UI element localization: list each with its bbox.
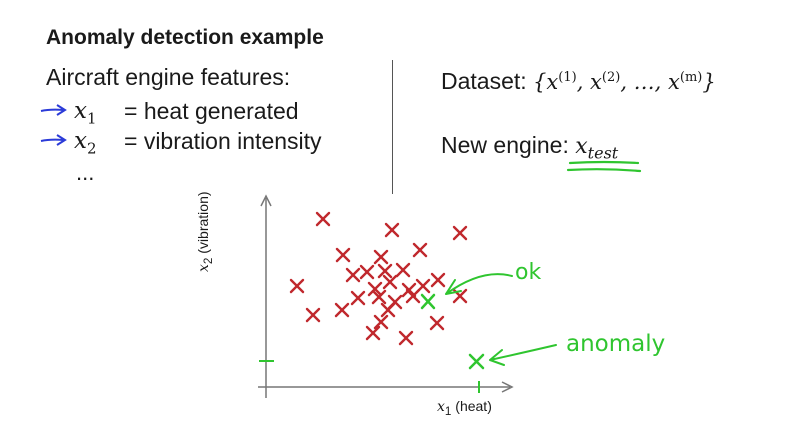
y-axis-label: x2 (vibration)	[195, 191, 215, 272]
data-markers	[289, 211, 468, 346]
anomaly-arrow	[489, 344, 557, 366]
new-engine-var: xtest	[575, 134, 619, 163]
dataset-label: Dataset:	[441, 68, 527, 94]
data-point-marker	[401, 282, 417, 298]
feature-var-1: x1	[74, 98, 97, 128]
data-point-marker	[377, 263, 393, 279]
feature-desc-1: = heat generated	[124, 98, 299, 124]
new-engine-line: New engine: xtest	[441, 132, 618, 162]
feature-var-2: x2	[74, 128, 97, 158]
anomaly-annotation: anomaly	[566, 331, 666, 357]
anomaly-point	[468, 353, 485, 370]
data-point-marker	[412, 242, 428, 258]
ok-annotation: ok	[515, 260, 542, 285]
data-point-marker	[365, 325, 381, 341]
ok-arrow	[445, 273, 513, 295]
slide-title: Anomaly detection example	[46, 26, 324, 49]
data-point-marker	[382, 274, 398, 290]
feature-desc-2: = vibration intensity	[124, 128, 322, 154]
data-point-marker	[398, 330, 414, 346]
vertical-divider	[392, 60, 393, 194]
data-point-marker	[430, 272, 446, 288]
data-point-marker	[350, 290, 366, 306]
data-point-marker	[289, 278, 305, 294]
ok-point	[420, 293, 436, 310]
data-point-marker	[305, 307, 321, 323]
plot-axes	[258, 194, 514, 398]
data-point-marker	[335, 247, 351, 263]
data-point-marker	[367, 281, 383, 297]
features-heading: Aircraft engine features:	[46, 64, 291, 90]
data-point-marker	[405, 288, 421, 304]
green-underline	[566, 160, 642, 173]
dataset-set: {x(1), x(2), …, x(m)}	[533, 70, 716, 94]
data-point-marker	[359, 264, 375, 280]
blue-arrow-icon	[40, 134, 67, 146]
features-ellipsis: ...	[76, 160, 95, 185]
data-point-marker	[315, 211, 331, 227]
data-point-marker	[345, 267, 361, 283]
data-point-marker	[371, 289, 387, 305]
data-point-marker	[373, 314, 389, 330]
data-point-marker	[384, 222, 400, 238]
data-point-marker	[380, 302, 396, 318]
data-point-marker	[452, 225, 468, 241]
x-axis-label: x1 (heat)	[437, 398, 492, 418]
data-point-marker	[373, 249, 389, 265]
dataset-line: Dataset: {x(1), x(2), …, x(m)}	[441, 68, 716, 95]
test-point-ticks	[259, 360, 480, 393]
new-engine-label: New engine:	[441, 132, 569, 158]
data-point-marker	[429, 315, 445, 331]
data-point-marker	[334, 302, 350, 318]
data-point-marker	[395, 262, 411, 278]
blue-arrow-icon	[40, 104, 67, 116]
